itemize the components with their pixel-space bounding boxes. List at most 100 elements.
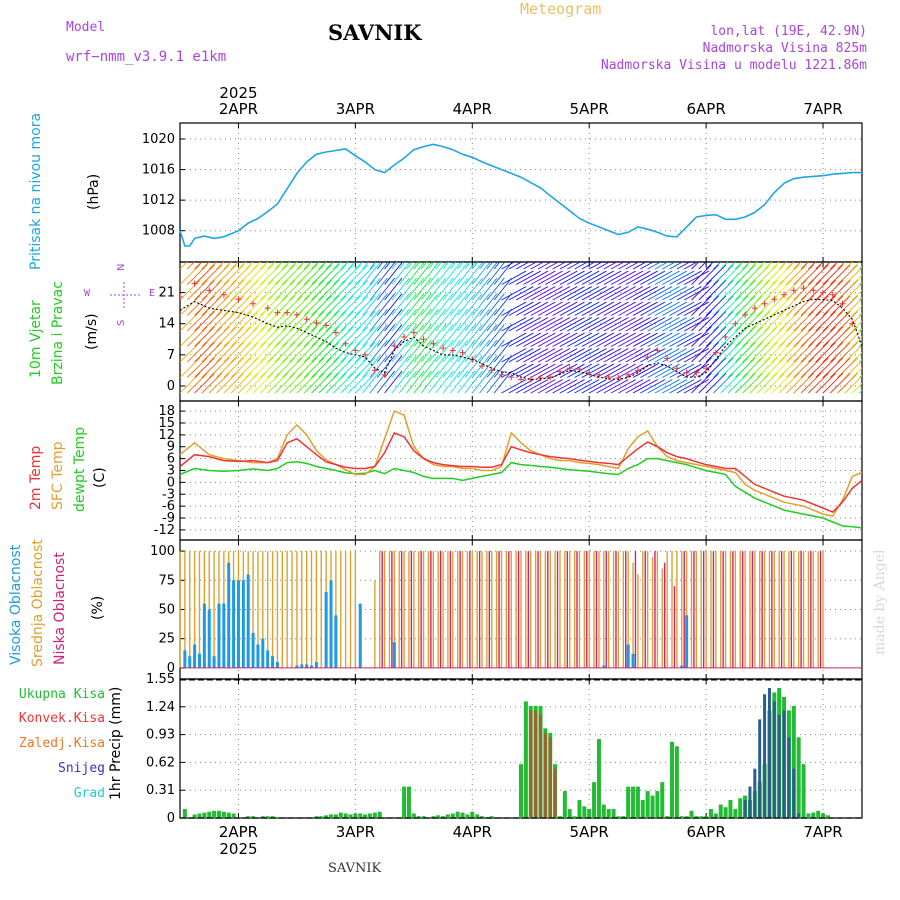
wind-barb [530,301,556,316]
wind-barb [281,341,303,363]
wind-barb [347,262,356,270]
wind-barb [450,370,469,394]
wind-barb [851,305,862,316]
wind-barb [398,370,417,394]
wind-barb [764,295,785,316]
wind-barb [676,332,702,347]
wind-barb [654,332,680,347]
wind-barb [406,277,425,301]
wind-barb [508,317,534,332]
gust-marker [722,334,729,341]
wind-barb [596,286,622,301]
wind-barb [786,341,807,363]
wind-barb [413,355,432,378]
precip-bar [358,813,363,818]
precip-bar [738,798,743,818]
wind-barb [208,310,230,332]
wind-barb [230,310,252,332]
wind-barb [603,270,629,285]
wind-barb [552,301,578,316]
precip-bar [601,804,606,818]
wind-barb [515,262,530,270]
wind-barb [435,293,454,316]
gust-marker [508,374,515,381]
wind-barb [471,370,491,394]
precip-bar [816,810,821,818]
wind-barb [830,310,851,332]
wind-barb [450,262,469,285]
wind-barb [771,295,793,316]
wind-barb [391,370,410,394]
wind-barb [567,286,593,301]
wind-barb [208,326,230,347]
wind-barb [610,286,636,301]
wind-barb [800,326,822,347]
wind-barb [588,286,614,301]
gust-marker [800,285,807,292]
gust-marker [284,309,291,316]
wind-barb [698,262,707,270]
wind-barb [384,355,403,378]
wind-barb [464,308,483,332]
wind-barb [442,308,461,332]
wind-barb [669,317,695,332]
gust-marker [820,289,827,296]
wind-barb [223,357,245,378]
wind-barb [420,262,439,285]
wind-barb [618,363,644,378]
wind-barb [355,357,376,378]
wind-barb [640,286,666,301]
precip-bar [650,795,655,818]
wind-barb [457,370,476,394]
wind-barb [333,326,354,347]
precip-bar [772,701,776,818]
wind-barb [735,279,756,301]
precip-bar [748,786,752,818]
wind-barb [501,363,527,378]
wind-barb [369,324,388,347]
wind-barb [420,355,439,378]
wind-barb [471,293,491,316]
precip-bar [251,816,256,818]
day-label-bottom: 2APR [219,823,258,841]
wind-barb [822,310,844,332]
wind-barb [450,308,469,332]
wind-barb [201,357,223,378]
wind-barb [662,286,688,301]
wind-barb [216,341,237,363]
wind-barb [508,379,534,394]
gust-marker [664,355,671,362]
wind-barb [347,341,369,363]
wind-barb [705,262,714,270]
wind-barb [691,295,712,316]
wind-barb [355,326,376,347]
wind-barb [808,262,817,270]
wind-barb [318,372,340,394]
wind-barb [515,332,541,347]
wind-barb [662,348,688,363]
wind-barb [208,341,230,363]
wind-barb [384,293,403,316]
wind-barb [559,379,585,394]
wind-barb [180,295,201,316]
precip-bar [718,804,723,818]
wind-barb [596,317,622,332]
wind-barb [618,332,644,347]
y-tick-label: 15 [158,416,175,431]
precip-bar [202,812,207,818]
wind-barb [230,372,252,394]
wind-barb [464,355,483,378]
precip-bar [562,791,567,818]
wind-barb [837,310,858,332]
precip-bar [538,714,542,818]
y-tick-label: 1012 [142,193,175,208]
wind-barb [610,301,636,316]
wind-barb [442,355,461,378]
gust-marker [479,362,486,369]
wind-barb [457,262,476,285]
y-tick-label: 0 [167,811,175,826]
gust-marker [615,374,622,381]
wind-barb [442,370,461,394]
wind-barb [194,326,215,347]
wind-barb [442,324,461,347]
